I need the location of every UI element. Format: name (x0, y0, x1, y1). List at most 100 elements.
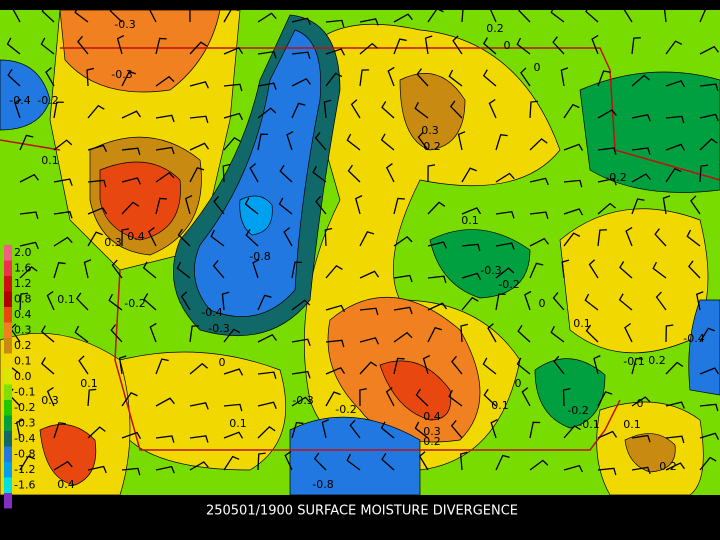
wind-barb (143, 293, 157, 311)
wind-barb (257, 50, 277, 59)
wind-barb (359, 270, 380, 279)
wind-barb (422, 354, 431, 375)
wind-barb (461, 272, 482, 280)
wind-barb (654, 228, 667, 247)
wind-barb (212, 260, 225, 279)
wind-barb (291, 338, 311, 346)
wind-barb (529, 237, 549, 247)
wind-barb (427, 275, 447, 284)
wind-barb (427, 241, 447, 249)
contour-label: -0.1 (578, 418, 599, 431)
wind-barb (381, 453, 395, 471)
wind-barb (223, 431, 244, 439)
wind-barb (665, 401, 685, 409)
wind-barb (147, 227, 157, 247)
wind-barb (665, 80, 686, 88)
wind-barb (19, 455, 36, 471)
wind-barb (87, 104, 105, 119)
legend-swatch (4, 400, 12, 416)
wind-barb (109, 4, 123, 23)
contour-label: 0.1 (573, 317, 591, 330)
wind-barb (321, 419, 330, 439)
contour-label: 0 (539, 297, 546, 310)
wind-barb (563, 179, 583, 188)
legend-label: 0.3 (14, 323, 32, 336)
wind-barb (393, 274, 413, 283)
wind-barb (414, 421, 429, 439)
wind-barb (53, 101, 64, 119)
wind-barb (655, 291, 667, 311)
wind-barb (53, 460, 73, 471)
wind-barb (618, 293, 633, 311)
wind-barb (450, 419, 463, 439)
wind-barb (283, 227, 293, 247)
legend-swatch (4, 245, 12, 261)
wind-barb (415, 388, 429, 407)
wind-barb (461, 243, 481, 252)
wind-barb (19, 211, 39, 220)
wind-barb (189, 325, 200, 343)
wind-barb (155, 435, 175, 443)
wind-barb (529, 100, 539, 119)
wind-barb (631, 434, 651, 443)
legend-swatch (4, 493, 12, 509)
wind-barb (359, 388, 367, 407)
wind-barb (53, 178, 73, 186)
legend-swatch (4, 431, 12, 447)
contour-label: -0.4 (9, 94, 30, 107)
wind-barb (121, 70, 137, 87)
wind-barb (516, 357, 531, 375)
contour-label: 0.2 (648, 354, 666, 367)
wind-barb (550, 5, 565, 23)
wind-barb (552, 36, 565, 55)
wind-barb (53, 236, 73, 247)
wind-barb (221, 291, 230, 311)
wind-barb (451, 355, 463, 375)
legend-swatch (4, 384, 12, 400)
wind-barb (563, 208, 584, 216)
wind-barb (346, 133, 361, 151)
wind-barb (553, 355, 565, 375)
wind-barb (688, 260, 701, 279)
contour-label: -0.3 (111, 68, 132, 81)
legend-swatch (4, 307, 12, 323)
wind-barb (393, 38, 407, 55)
legend-label: -0.8 (14, 447, 35, 460)
contour-label: 0.3 (421, 124, 439, 137)
wind-barb (448, 69, 463, 87)
wind-barb (121, 147, 141, 156)
wind-barb (189, 167, 205, 183)
wind-barb (563, 425, 581, 439)
wind-barb (663, 3, 672, 23)
wind-barb (121, 177, 141, 185)
wind-barb (529, 459, 549, 471)
wind-barb (597, 430, 618, 439)
wind-barb (121, 228, 130, 247)
wind-barb (77, 35, 89, 55)
wind-barb (19, 266, 38, 279)
legend-swatch (4, 415, 12, 431)
contour-label: -0.3 (114, 18, 135, 31)
wind-barb (155, 172, 175, 183)
legend-swatch (4, 477, 12, 493)
wind-barb (53, 422, 66, 439)
wind-barb (87, 426, 106, 439)
contour-label: 0.1 (623, 418, 641, 431)
wind-barb (488, 2, 497, 23)
wind-barb (7, 68, 21, 87)
wind-barb (699, 164, 709, 183)
legend-swatch (4, 338, 12, 354)
wind-barb (495, 211, 515, 219)
legend-swatch (4, 276, 12, 292)
wind-barb (359, 337, 379, 345)
wind-barb (53, 210, 73, 219)
wind-barb (314, 132, 327, 151)
wind-barb (652, 261, 667, 279)
wind-barb (529, 421, 541, 439)
wind-barb (457, 131, 466, 151)
wind-barb (452, 35, 463, 55)
wind-barb (622, 3, 633, 23)
wind-barb (495, 242, 515, 250)
wind-barb (155, 37, 167, 55)
wind-barb (665, 435, 685, 444)
